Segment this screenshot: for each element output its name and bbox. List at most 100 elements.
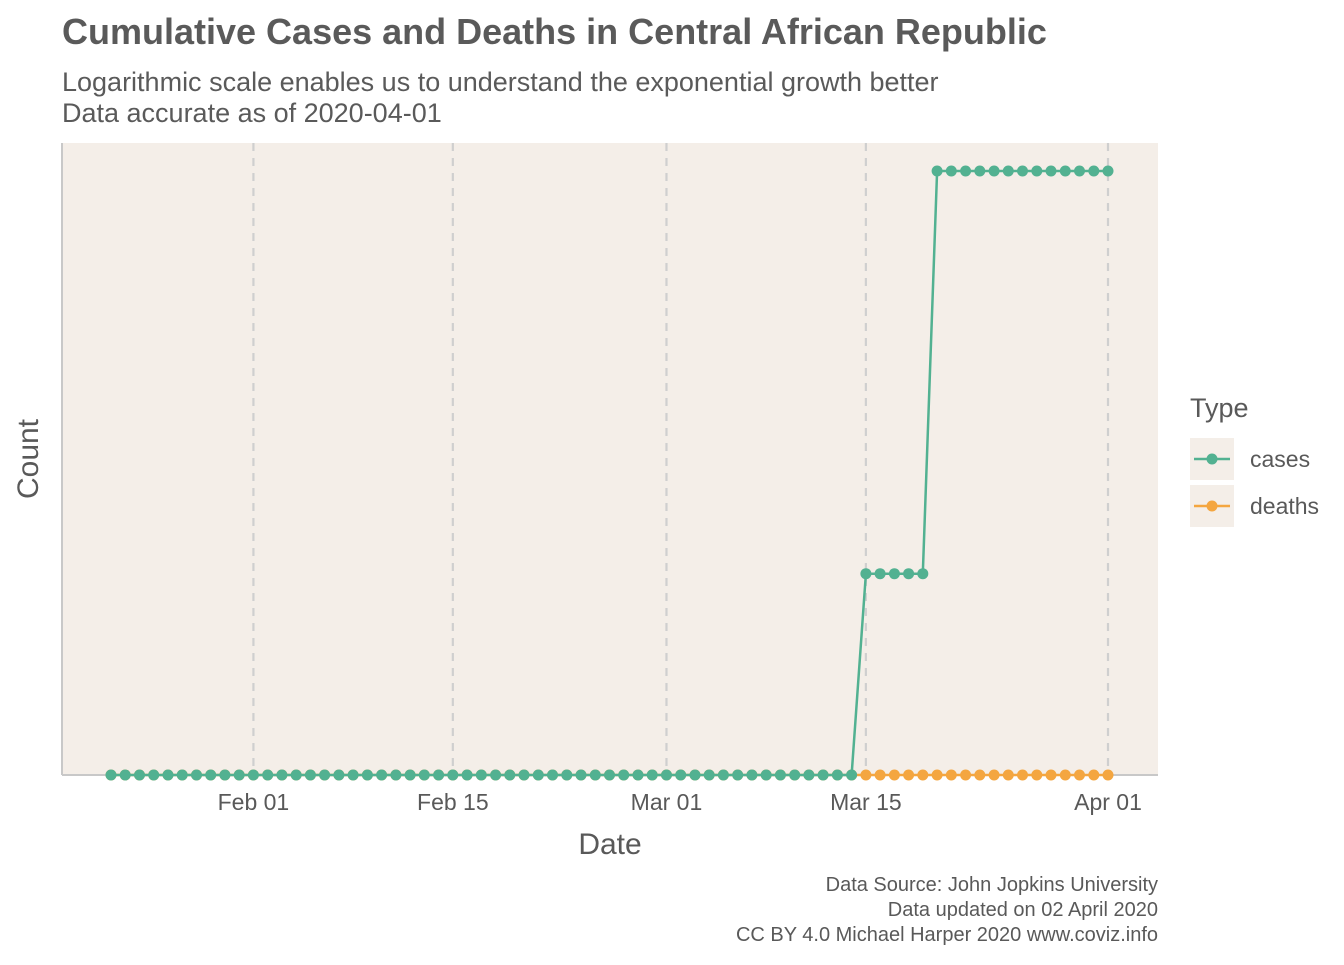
point-cases-29 [518, 769, 530, 781]
grid-lines [252, 143, 1110, 775]
point-cases-50 [817, 769, 829, 781]
point-cases-48 [789, 769, 801, 781]
point-deaths-57 [917, 769, 929, 781]
x-tick-label-4: Apr 01 [1074, 789, 1142, 815]
point-cases-54 [874, 568, 886, 580]
point-cases-62 [988, 165, 1000, 177]
point-deaths-70 [1102, 769, 1114, 781]
point-cases-49 [803, 769, 815, 781]
series-layer [105, 165, 1114, 781]
chart-title: Cumulative Cases and Deaths in Central A… [62, 11, 1047, 52]
x-tick-label-2: Mar 01 [631, 789, 703, 815]
point-cases-25 [461, 769, 473, 781]
point-cases-34 [589, 769, 601, 781]
point-cases-7 [205, 769, 217, 781]
point-cases-13 [290, 769, 302, 781]
point-cases-53 [860, 568, 872, 580]
point-cases-9 [233, 769, 245, 781]
x-tick-label-1: Feb 15 [417, 789, 489, 815]
point-cases-5 [176, 769, 188, 781]
x-tick-label-0: Feb 01 [218, 789, 290, 815]
point-deaths-55 [888, 769, 900, 781]
x-axis-title: Date [578, 828, 641, 861]
point-cases-45 [746, 769, 758, 781]
point-cases-33 [575, 769, 587, 781]
point-cases-12 [276, 769, 288, 781]
point-cases-40 [675, 769, 687, 781]
point-cases-63 [1002, 165, 1014, 177]
point-cases-61 [974, 165, 986, 177]
point-deaths-67 [1059, 769, 1071, 781]
point-cases-28 [504, 769, 516, 781]
caption-line-1: Data Source: John Jopkins University [826, 874, 1158, 896]
point-cases-2 [134, 769, 145, 781]
point-cases-10 [247, 769, 259, 781]
point-cases-17 [347, 769, 359, 781]
point-cases-32 [561, 769, 573, 781]
point-cases-18 [361, 769, 373, 781]
point-deaths-53 [860, 769, 872, 781]
chart-subtitle-line-2: Data accurate as of 2020-04-01 [62, 98, 442, 128]
point-deaths-68 [1074, 769, 1085, 781]
point-cases-8 [219, 769, 231, 781]
point-cases-14 [304, 769, 316, 781]
point-cases-6 [191, 769, 202, 781]
point-deaths-60 [960, 769, 972, 781]
point-cases-16 [333, 769, 345, 781]
point-cases-41 [689, 769, 701, 781]
point-cases-11 [262, 769, 274, 781]
point-cases-60 [960, 165, 972, 177]
point-cases-30 [532, 769, 544, 781]
point-cases-58 [931, 165, 943, 177]
point-cases-22 [418, 769, 430, 781]
point-cases-38 [646, 769, 658, 781]
point-cases-37 [632, 769, 644, 781]
point-cases-56 [903, 568, 915, 580]
point-cases-19 [376, 769, 388, 781]
point-deaths-64 [1017, 769, 1028, 781]
point-cases-3 [148, 769, 160, 781]
point-deaths-63 [1002, 769, 1014, 781]
point-cases-4 [162, 769, 174, 781]
point-deaths-56 [903, 769, 915, 781]
point-cases-70 [1102, 165, 1114, 177]
point-cases-51 [831, 769, 843, 781]
point-cases-42 [703, 769, 715, 781]
point-cases-39 [661, 769, 672, 781]
chart-subtitle-line-1: Logarithmic scale enables us to understa… [62, 67, 939, 97]
legend-key-cases-dot [1206, 453, 1218, 465]
point-cases-15 [319, 769, 331, 781]
point-cases-67 [1059, 165, 1071, 177]
point-cases-52 [846, 769, 858, 781]
legend-title: Type [1190, 393, 1249, 423]
point-cases-59 [945, 165, 957, 177]
point-cases-69 [1088, 165, 1100, 177]
plot-panel [62, 143, 1158, 775]
point-deaths-62 [988, 769, 1000, 781]
legend-label-cases: cases [1250, 446, 1310, 472]
point-cases-35 [604, 769, 615, 781]
point-cases-36 [618, 769, 630, 781]
point-cases-24 [447, 769, 459, 781]
point-deaths-66 [1045, 769, 1057, 781]
point-deaths-69 [1088, 769, 1100, 781]
point-cases-23 [433, 769, 445, 781]
point-deaths-65 [1031, 769, 1043, 781]
point-cases-57 [917, 568, 929, 580]
point-cases-43 [717, 769, 729, 781]
caption-line-2: Data updated on 02 April 2020 [888, 899, 1158, 921]
point-cases-0 [105, 769, 117, 781]
point-deaths-58 [931, 769, 943, 781]
point-cases-65 [1031, 165, 1043, 177]
point-cases-20 [390, 769, 402, 781]
point-cases-44 [732, 769, 744, 781]
point-deaths-59 [945, 769, 957, 781]
point-cases-64 [1017, 165, 1028, 177]
legend-label-deaths: deaths [1250, 493, 1319, 519]
point-cases-27 [490, 769, 502, 781]
point-deaths-54 [874, 769, 886, 781]
x-tick-labels: Feb 01 Feb 15 Mar 01 Mar 15 Apr 01 [218, 789, 1142, 815]
point-cases-21 [404, 769, 416, 781]
point-cases-66 [1045, 165, 1057, 177]
